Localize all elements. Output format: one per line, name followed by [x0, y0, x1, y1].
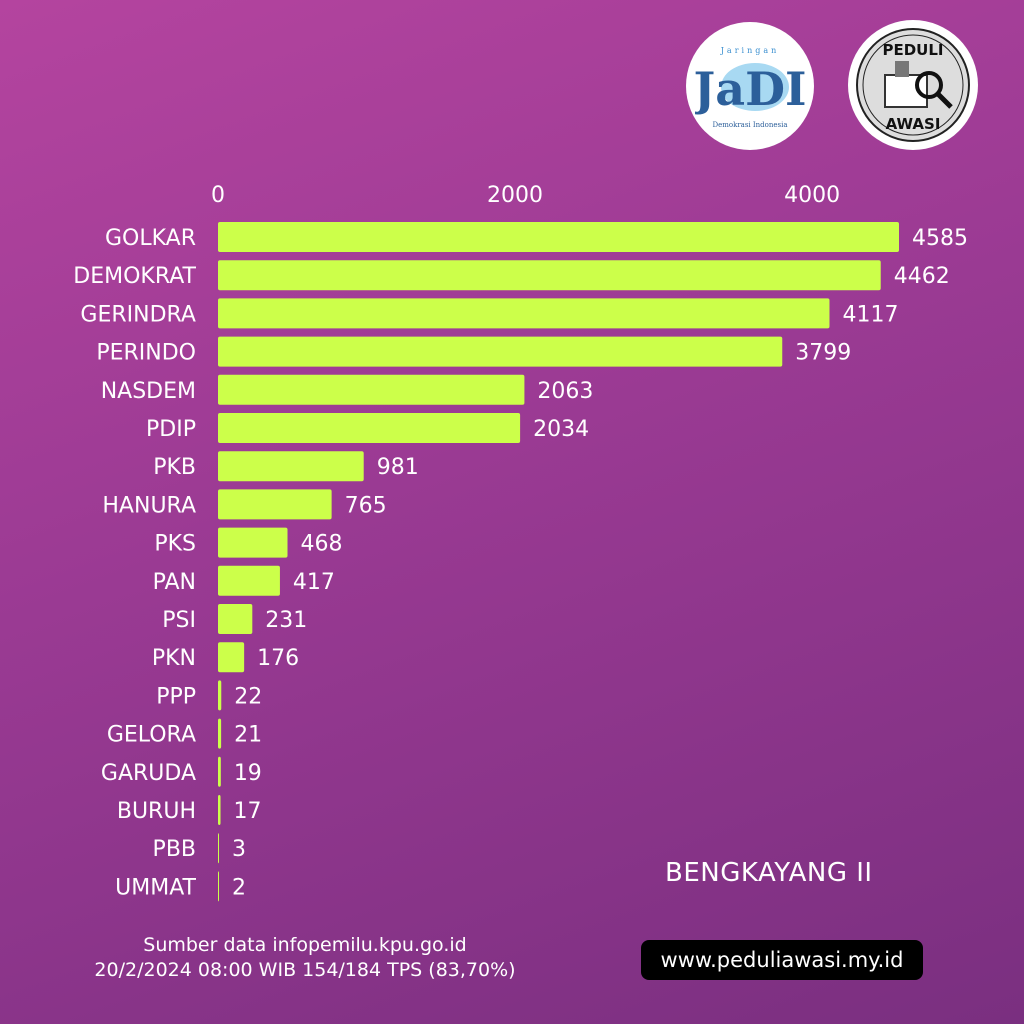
category-label: PERINDO	[96, 341, 196, 366]
chart-title: BENGKAYANG II	[665, 858, 873, 888]
data-label: 4585	[912, 226, 968, 251]
data-label: 765	[345, 493, 387, 518]
timestamp-text: 20/2/2024 08:00 WIB 154/184 TPS (83,70%)	[94, 959, 516, 981]
data-label: 2063	[537, 379, 593, 404]
category-label: GARUDA	[101, 761, 196, 786]
category-label: HANURA	[102, 493, 196, 518]
peduli-awasi-logo: PEDULI AWASI	[848, 20, 978, 150]
category-label: NASDEM	[101, 379, 196, 404]
data-label: 3799	[795, 341, 851, 366]
bar	[218, 680, 222, 711]
category-label: GELORA	[107, 723, 196, 748]
bar-chart: 0 2000 4000 GOLKAR 4585 DEMOKRAT 4462 GERINDRA 4…	[73, 183, 968, 902]
data-label: 231	[265, 608, 307, 633]
data-label: 3	[232, 837, 246, 862]
data-label: 468	[301, 532, 343, 557]
data-label: 17	[234, 799, 262, 824]
bar	[218, 833, 219, 864]
bar	[218, 527, 288, 558]
category-label: PKN	[152, 646, 196, 671]
bar	[218, 222, 899, 252]
website-link[interactable]: www.peduliawasi.my.id	[641, 940, 923, 980]
jadi-logo: Jaringan JaDI Demokrasi Indonesia	[686, 22, 814, 150]
category-label: PPP	[156, 684, 196, 709]
data-label: 4462	[894, 264, 950, 289]
bar	[218, 451, 364, 482]
category-label: PKS	[154, 532, 196, 557]
data-label: 176	[257, 646, 299, 671]
category-label: GERINDRA	[80, 302, 196, 327]
bar	[218, 718, 222, 749]
x-tick-label: 4000	[784, 183, 840, 208]
bar	[218, 413, 521, 443]
bar	[218, 871, 219, 902]
category-label: PSI	[162, 608, 196, 633]
category-label: PAN	[153, 570, 196, 595]
bar	[218, 604, 253, 634]
bar	[218, 298, 830, 329]
x-tick-label: 2000	[487, 183, 543, 208]
svg-text:PEDULI: PEDULI	[882, 41, 943, 59]
data-label: 2	[232, 875, 246, 900]
bar	[218, 336, 783, 367]
category-label: PDIP	[146, 417, 196, 442]
svg-text:AWASI: AWASI	[886, 115, 941, 133]
category-label: GOLKAR	[105, 226, 196, 251]
svg-text:Jaringan: Jaringan	[720, 46, 780, 55]
bar	[218, 565, 280, 596]
data-label: 981	[377, 455, 419, 480]
source-text: Sumber data infopemilu.kpu.go.id	[143, 934, 467, 956]
category-label: BURUH	[117, 799, 196, 824]
data-label: 4117	[842, 302, 898, 327]
svg-text:Demokrasi Indonesia: Demokrasi Indonesia	[712, 121, 787, 129]
svg-text:JaDI: JaDI	[695, 62, 805, 116]
category-label: PBB	[153, 837, 196, 862]
category-label: UMMAT	[115, 875, 196, 900]
bar	[218, 795, 221, 825]
bar	[218, 260, 881, 291]
source-note: Sumber data infopemilu.kpu.go.id 20/2/20…	[60, 933, 550, 983]
bar	[218, 642, 245, 673]
data-label: 21	[234, 723, 262, 748]
category-label: DEMOKRAT	[73, 264, 196, 289]
bar	[218, 756, 221, 787]
data-label: 19	[234, 761, 262, 786]
bar	[218, 374, 525, 405]
bar	[218, 489, 332, 520]
data-label: 2034	[533, 417, 589, 442]
x-tick-label: 0	[211, 183, 225, 208]
data-label: 417	[293, 570, 335, 595]
data-label: 22	[234, 684, 262, 709]
category-label: PKB	[153, 455, 196, 480]
